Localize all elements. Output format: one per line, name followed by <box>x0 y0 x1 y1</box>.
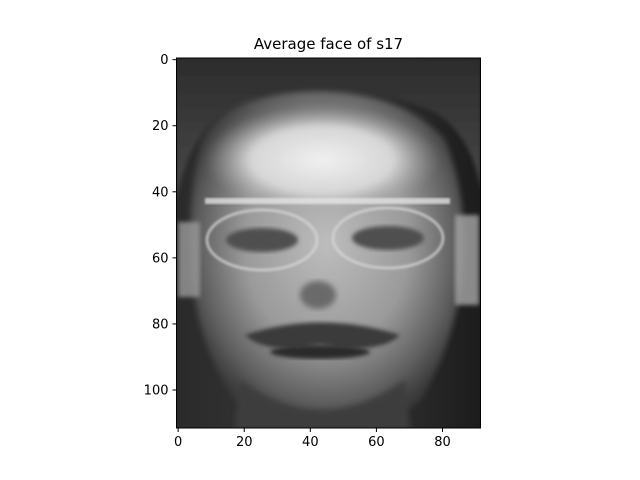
right-lens <box>331 206 445 270</box>
beard <box>235 380 410 428</box>
hair-region <box>176 58 481 198</box>
x-axis: 0 20 40 60 80 <box>174 428 451 450</box>
y-axis: 0 20 40 60 80 100 <box>144 53 177 399</box>
y-tick-label: 20 <box>152 119 169 134</box>
mustache <box>245 322 400 349</box>
x-tick-label: 20 <box>236 435 253 450</box>
right-eye <box>352 226 424 250</box>
x-tick-label: 40 <box>302 435 319 450</box>
left-ear <box>178 222 200 297</box>
axes-frame <box>176 57 481 429</box>
nose-shadow <box>300 281 336 309</box>
y-tick-label: 60 <box>152 251 169 266</box>
forehead-highlight <box>204 105 440 215</box>
right-ear <box>455 215 479 305</box>
y-tick-label: 100 <box>144 384 169 399</box>
mouth <box>270 345 370 359</box>
y-tick-label: 0 <box>160 53 168 68</box>
left-eye <box>226 228 298 252</box>
face-image <box>176 58 481 428</box>
x-tick-label: 60 <box>368 435 385 450</box>
y-tick-label: 80 <box>152 317 169 332</box>
x-tick-label: 0 <box>174 435 182 450</box>
y-tick-label: 40 <box>152 185 169 200</box>
glasses-frame-top <box>205 198 450 204</box>
left-lens <box>205 208 319 272</box>
x-tick-label: 80 <box>434 435 451 450</box>
chart-title: Average face of s17 <box>254 35 403 53</box>
